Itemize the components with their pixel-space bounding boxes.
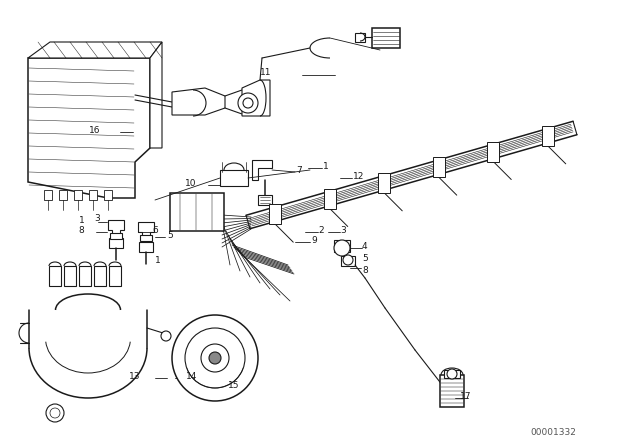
Bar (487, 142, 499, 161)
Polygon shape (172, 88, 225, 115)
Bar (372, 28, 400, 48)
Bar (220, 170, 248, 186)
Text: 17: 17 (460, 392, 472, 401)
Polygon shape (28, 42, 162, 58)
Text: 6: 6 (152, 225, 157, 234)
Bar (94, 266, 106, 286)
Circle shape (209, 352, 221, 364)
Polygon shape (355, 33, 365, 42)
Circle shape (334, 240, 350, 256)
Bar (440, 375, 464, 407)
Circle shape (243, 98, 253, 108)
Text: 2: 2 (318, 225, 324, 234)
Text: 10: 10 (184, 178, 196, 188)
Bar (541, 126, 554, 146)
Text: 12: 12 (353, 172, 364, 181)
Bar (324, 189, 336, 208)
Text: 8: 8 (362, 266, 368, 275)
Circle shape (238, 93, 258, 113)
Bar (74, 190, 82, 200)
Text: 5: 5 (167, 231, 173, 240)
Bar (64, 266, 76, 286)
Bar (109, 266, 121, 286)
Bar (269, 204, 281, 224)
Bar (49, 266, 61, 286)
Polygon shape (138, 222, 154, 242)
Text: 11: 11 (260, 68, 271, 77)
Circle shape (46, 404, 64, 422)
Polygon shape (242, 80, 270, 116)
Polygon shape (108, 220, 124, 238)
Text: 15: 15 (228, 380, 239, 389)
Circle shape (50, 408, 60, 418)
Circle shape (343, 255, 353, 265)
Bar (170, 193, 224, 231)
Bar (341, 256, 355, 266)
Bar (140, 235, 152, 241)
Bar (44, 190, 52, 200)
Bar (79, 266, 91, 286)
Circle shape (201, 344, 229, 372)
Polygon shape (139, 242, 153, 252)
Text: 3: 3 (94, 214, 100, 223)
Bar (59, 190, 67, 200)
Text: 3: 3 (340, 225, 346, 234)
Bar (378, 173, 390, 193)
Bar (89, 190, 97, 200)
Text: 4: 4 (362, 241, 367, 250)
Bar (334, 240, 350, 252)
Polygon shape (109, 238, 123, 248)
Text: 7: 7 (296, 165, 301, 175)
Text: 5: 5 (362, 254, 368, 263)
Polygon shape (150, 42, 162, 148)
Text: 16: 16 (88, 125, 100, 134)
Text: 13: 13 (129, 371, 140, 380)
Polygon shape (28, 58, 150, 198)
Circle shape (447, 369, 457, 379)
Text: 00001332: 00001332 (530, 427, 576, 436)
Text: 1: 1 (323, 161, 329, 171)
Text: 14: 14 (186, 371, 197, 380)
Text: 1: 1 (155, 255, 161, 264)
Circle shape (172, 315, 258, 401)
Text: 9: 9 (311, 236, 317, 245)
Bar (258, 195, 272, 205)
Circle shape (185, 328, 245, 388)
Text: 8: 8 (78, 225, 84, 234)
Bar (433, 157, 445, 177)
Circle shape (161, 331, 171, 341)
Bar (110, 233, 122, 239)
Text: 1: 1 (79, 215, 85, 224)
Polygon shape (252, 160, 272, 180)
Bar (104, 190, 112, 200)
Bar (444, 370, 460, 378)
